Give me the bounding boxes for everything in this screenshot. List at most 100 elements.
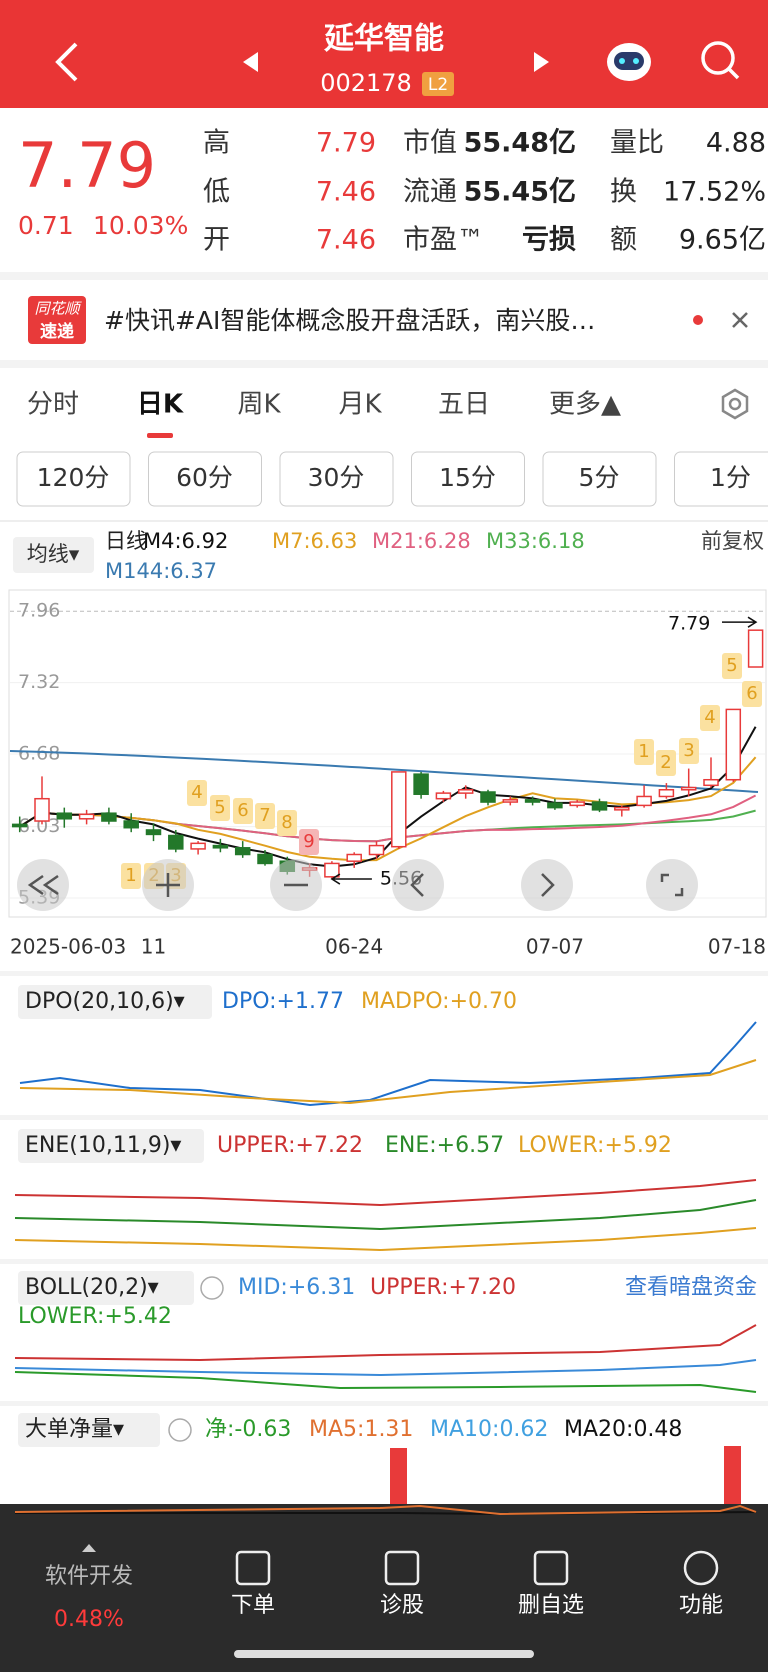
chart-control[interactable] — [646, 859, 698, 911]
stat-value: 7.46 — [316, 177, 376, 208]
tab[interactable]: 周K — [237, 390, 281, 420]
interval-button-bg — [411, 451, 525, 507]
tab[interactable]: 月K — [338, 390, 382, 420]
stat-label: 开 — [203, 225, 230, 256]
candle-body — [680, 786, 697, 791]
chart-control[interactable] — [521, 859, 573, 911]
volume-bar — [390, 1448, 407, 1504]
news-text[interactable]: #快讯#AI智能体概念股开盘活跃，南兴股… — [104, 306, 595, 335]
indicator-value: ENE:+6.57 — [385, 1133, 504, 1158]
interval-button[interactable]: 30分 — [308, 463, 365, 492]
x-tick-label: 07-07 — [526, 935, 584, 959]
indicator-value: LOWER:+5.42 — [18, 1304, 172, 1329]
nav-item[interactable]: 删自选 — [518, 1593, 584, 1618]
y-tick-label: 7.96 — [18, 600, 60, 622]
td-badge-bg — [187, 780, 207, 806]
panel-divider — [0, 1115, 768, 1120]
interval-button[interactable]: 60分 — [176, 463, 233, 492]
indicator-name[interactable]: ENE(10,11,9)▾ — [25, 1133, 181, 1158]
close-news[interactable] — [732, 312, 748, 328]
l2-badge: L2 — [428, 75, 448, 95]
interval-button[interactable]: 120分 — [37, 463, 110, 492]
candle-body — [391, 771, 407, 848]
candle-body — [234, 847, 251, 856]
candle-body — [11, 823, 28, 828]
candle-body — [524, 799, 541, 803]
divider — [0, 360, 768, 368]
next-stock[interactable] — [534, 52, 549, 72]
chart-control[interactable] — [392, 859, 444, 911]
x-tick-label: 11 — [141, 935, 166, 959]
stat-label: 市盈™ — [403, 225, 484, 256]
tab[interactable]: 五日 — [438, 390, 490, 420]
left-icon — [410, 873, 424, 897]
stat-label: 高 — [203, 128, 230, 159]
high-label: 7.79 — [668, 613, 710, 635]
tab[interactable]: 分时 — [27, 390, 79, 420]
interval-button[interactable]: 5分 — [579, 463, 620, 492]
ma-button-bg — [13, 537, 94, 573]
nav-item[interactable]: 下单 — [231, 1593, 275, 1618]
interval-button-bg — [148, 451, 262, 507]
search-icon[interactable] — [701, 41, 740, 80]
back-button[interactable] — [55, 42, 78, 82]
tab[interactable]: 更多▲ — [549, 390, 621, 420]
tab[interactable]: 日K — [137, 390, 184, 420]
adjust-mode[interactable]: 前复权 — [701, 529, 764, 553]
candle-body — [457, 789, 474, 794]
indicator-name-bg — [18, 985, 212, 1019]
indicator-name-bg — [18, 1271, 194, 1305]
prev-stock[interactable] — [243, 52, 258, 72]
td-badge-bg — [255, 803, 275, 829]
candle-body — [747, 629, 764, 668]
indicator-name[interactable]: DPO(20,10,6)▾ — [25, 989, 185, 1014]
candle-body — [257, 853, 273, 865]
indicator-name[interactable]: BOLL(20,2)▾ — [25, 1275, 159, 1300]
candle-body — [78, 813, 95, 820]
stock-name: 延华智能 — [323, 22, 444, 57]
td-badge: 6 — [746, 683, 757, 704]
nav-item[interactable]: 功能 — [679, 1593, 723, 1618]
candle-body — [123, 820, 139, 829]
panel-divider — [0, 1259, 768, 1264]
interval-button[interactable]: 1分 — [710, 463, 751, 492]
up-arrow — [82, 1544, 96, 1552]
right-icon — [541, 873, 555, 897]
candle-body — [725, 708, 742, 781]
x-tick-label: 07-18 — [708, 935, 766, 959]
td-badge-bg — [742, 681, 762, 707]
help-icon[interactable] — [200, 1276, 224, 1300]
candle-body — [101, 812, 117, 822]
indicator-line — [14, 1324, 757, 1362]
dark-pool-link[interactable]: 查看暗盘资金 — [625, 1275, 757, 1300]
high-arrow — [722, 616, 758, 628]
settings-icon[interactable] — [721, 388, 749, 420]
td-badge: 6 — [237, 800, 248, 821]
td-badge-bg — [722, 653, 742, 679]
news-logo: 同花顺 — [34, 300, 82, 318]
price-change-pct: 10.03% — [93, 211, 188, 240]
stat-value: 亏损 — [522, 225, 576, 256]
td-badge: 7 — [259, 805, 270, 826]
y-tick-label: 7.32 — [18, 671, 60, 693]
robot-icon[interactable] — [607, 43, 651, 81]
rewind-icon — [27, 874, 44, 896]
indicator-line — [14, 1227, 757, 1252]
candle-body — [190, 842, 206, 850]
interval-button[interactable]: 15分 — [439, 463, 496, 492]
rewind-icon — [42, 874, 59, 896]
nav-item[interactable]: 诊股 — [380, 1593, 424, 1618]
help-icon[interactable] — [168, 1418, 192, 1442]
stock-code: 002178 — [320, 69, 412, 97]
candle-body — [569, 801, 585, 807]
sector-name[interactable]: 软件开发 — [45, 1564, 133, 1589]
ma-button[interactable]: 均线▾ — [27, 542, 80, 566]
td-badge: 8 — [281, 812, 292, 833]
indicator-name[interactable]: 大单净量▾ — [25, 1417, 124, 1442]
stat-value: 17.52% — [663, 177, 766, 208]
candle-body — [168, 834, 184, 850]
nav-icon — [683, 1550, 719, 1586]
td-badge-bg — [277, 810, 297, 836]
td-badge: 4 — [191, 782, 202, 803]
